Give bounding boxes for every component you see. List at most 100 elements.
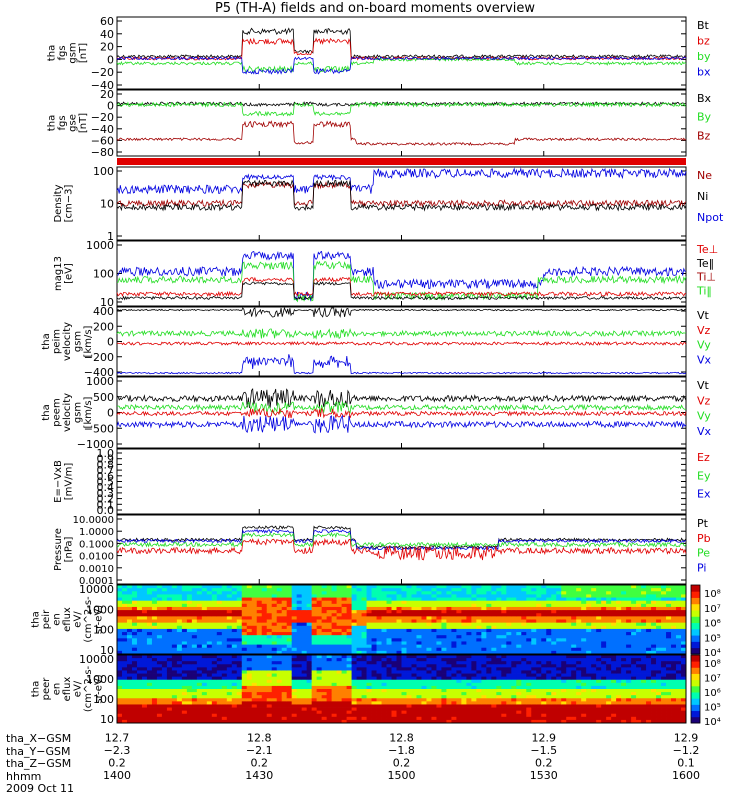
xaxis-tha_Y−GSM-value: −1.2 — [673, 744, 700, 757]
panel-4-ylabel-line: mag13 — [53, 256, 64, 291]
temp-te-perp — [116, 276, 687, 298]
ion-spectrogram-colorbar — [691, 585, 700, 655]
panel-5-ylabel-line: tha — [41, 333, 52, 349]
pressure-pt — [116, 525, 687, 550]
panel-2-ytick-label: −40 — [91, 123, 114, 136]
ion-spectrogram-colorbar-label: 10⁵ — [704, 633, 721, 644]
panel-1-ytick-label: −20 — [91, 66, 114, 79]
panel-9-ylabel-line: en — [52, 613, 63, 626]
legend-8-3: Pe — [697, 547, 710, 560]
panel-7-ytick-label: 0.9 — [97, 453, 115, 466]
panel-10-ylabel-line: en — [52, 683, 63, 696]
ion-spectrogram — [117, 585, 687, 655]
fgs-gsm-bt — [116, 27, 687, 59]
panel-6-ylabel-line: [km/s] — [83, 396, 94, 428]
legend-1-2: bz — [697, 35, 710, 48]
ion-spectrogram-colorbar-label: 10⁴ — [704, 648, 721, 659]
xaxis-tha_Z−GSM-value: 0.2 — [108, 757, 126, 770]
panel-5-ylabel-line: [km/s] — [83, 325, 94, 357]
panel-6-ylabel-line: peem — [52, 398, 63, 426]
ion-spectrogram-colorbar-label: 10⁸ — [704, 589, 721, 600]
panel-6-ylabel-line: tha — [41, 404, 52, 420]
panel-9-ylabel-line: (cm^2-s- — [83, 596, 94, 643]
panel-10-ylabel-line: sr-eV) — [94, 674, 105, 703]
ion-spectrogram-colorbar-frame — [690, 584, 701, 655]
panel-7-ytick-label: 0.4 — [97, 481, 115, 494]
xaxis-hhmm-value: 1530 — [530, 769, 558, 782]
panel-10-ylabel-line: peer — [41, 677, 52, 701]
panel-5-ytick-label: −400 — [84, 366, 114, 379]
panel-2-ylabel: tha fgs gse [nT] — [46, 113, 89, 133]
panel-4-ylabel: mag13 [eV] — [53, 256, 75, 291]
peim-vz — [116, 340, 687, 346]
xaxis-tha_X−GSM-value: 12.9 — [532, 732, 557, 745]
xaxis-hhmm-value: 1400 — [103, 769, 131, 782]
electron-spectrogram-frame — [116, 654, 687, 724]
panel-9-ylabel-line: eV/ — [73, 611, 84, 628]
legend-2-3: Bz — [697, 129, 711, 142]
panel-3-ytick-label: 100 — [93, 165, 114, 178]
legend-8-4: Pi — [697, 561, 706, 574]
panel-8-ylabel: Pressure [nPa] — [53, 528, 75, 571]
panel-10-ylabel: tha peer en eflux eV/(cm^2-s-sr-eV) — [31, 665, 105, 712]
panel-1-ylabel-line: gsm — [67, 42, 78, 63]
xaxis-hhmm-value: 1600 — [672, 769, 700, 782]
panel-2-ylabel-line: fgs — [57, 115, 68, 130]
panel-5-ylabel-line: velocity — [62, 322, 73, 361]
panel-1-ytick-label: 0 — [107, 53, 114, 66]
panel-8-ytick-label: 0.0010 — [79, 564, 114, 575]
panel-3-ytick-label: 1 — [107, 230, 114, 243]
xaxis-tha_X−GSM-value: 12.8 — [389, 732, 414, 745]
panel-7-ytick-label: 0.3 — [97, 487, 115, 500]
electron-spectrogram — [117, 655, 687, 724]
ion-spectrogram-colorbar-label: 10⁶ — [704, 619, 721, 630]
panel-2-ylabel-line: tha — [46, 115, 57, 131]
xaxis-tha_Y−GSM-value: −2.3 — [104, 744, 131, 757]
temp-ti-par — [116, 260, 687, 303]
panel-5-ytick-label: −200 — [84, 351, 114, 364]
footer-row-y-gsm: tha_Y−GSM — [6, 744, 71, 758]
panel-8-ytick-label: 1.0000 — [79, 527, 114, 538]
panel-5-ytick-label: 400 — [93, 305, 114, 318]
xaxis-tha_X−GSM-value: 12.8 — [247, 732, 272, 745]
panel-10-ytick-label: 100 — [93, 693, 114, 706]
peem-vt — [116, 387, 687, 409]
panel-1-ylabel-line: fgs — [57, 45, 68, 60]
x-axis-footer: tha_X−GSM tha_Y−GSM tha_Z−GSM hhmm 2009 … — [6, 732, 75, 796]
footer-row-x-gsm: tha_X−GSM — [6, 732, 72, 745]
xaxis-hhmm-value: 1430 — [245, 769, 273, 782]
panel-1-ytick-label: 40 — [100, 28, 114, 41]
panel-1-ytick-label: −40 — [91, 79, 114, 92]
panel-1-ylabel: tha fgs gsm [nT] — [46, 42, 89, 63]
peem-vz — [116, 407, 687, 419]
electron-spectrogram-colorbar — [691, 655, 700, 724]
panel-10-ytick-label: 1000 — [86, 673, 114, 686]
panel-10-ylabel-line: tha — [31, 681, 42, 697]
panel-3-ylabel-line: [cm−3] — [63, 185, 74, 223]
ion-spectrogram-colorbar-label: 10⁷ — [704, 604, 721, 615]
panel-5-frame — [116, 306, 687, 377]
electron-spectrogram-colorbar-label: 10⁵ — [704, 703, 721, 714]
legend-5-4: Vx — [697, 353, 712, 366]
panel-6-ytick-label: 500 — [93, 391, 114, 404]
panel-6-ylabel-line: gsm — [73, 402, 84, 423]
temp-te-par — [116, 281, 687, 301]
panel-9-ytick-label: 1000 — [86, 603, 114, 616]
legend-8-2: Pb — [697, 532, 711, 545]
panel-6-ytick-label: −1000 — [77, 438, 114, 451]
panel-6-ytick-label: 0 — [107, 407, 114, 420]
panel-7-ylabel: E=−VxB [mV/m] — [53, 460, 75, 503]
panel-9-ylabel-line: eflux — [62, 607, 73, 632]
panel-8-ytick-label: 10.0000 — [73, 515, 114, 526]
peem-vy — [116, 400, 687, 415]
panel-4-ytick-label: 1000 — [86, 239, 114, 252]
peim-vt — [116, 306, 687, 318]
panel-4-frame — [116, 240, 687, 307]
footer-row-z-gsm: tha_Z−GSM — [6, 757, 72, 770]
legend-6-2: Vz — [697, 394, 711, 407]
panel-2-ytick-label: −80 — [91, 146, 114, 159]
panel-10-ylabel-line: eV/ — [73, 680, 84, 697]
footer-date: 2009 Oct 11 — [6, 782, 75, 795]
